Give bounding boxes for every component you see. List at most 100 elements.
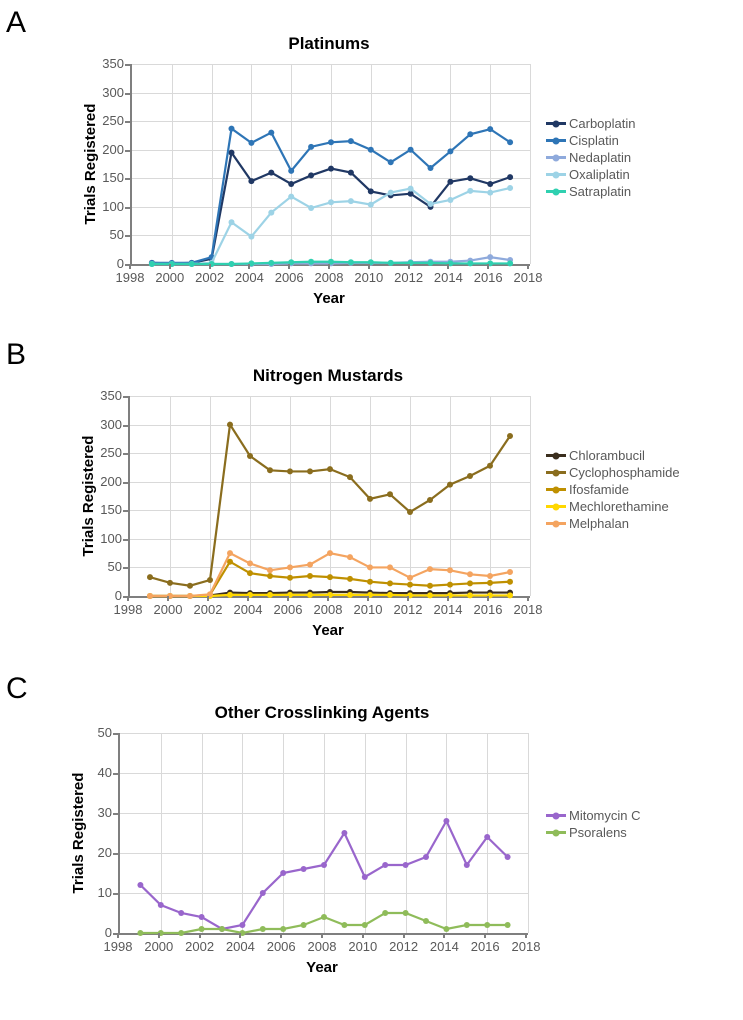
legend-item: Satraplatin bbox=[546, 184, 636, 199]
legend-item: Chlorambucil bbox=[546, 448, 680, 463]
series-marker bbox=[248, 140, 254, 146]
x-tick-mark bbox=[327, 596, 329, 601]
series-marker bbox=[467, 175, 473, 181]
legend-line bbox=[546, 156, 566, 159]
y-tick-label: 50 bbox=[108, 559, 122, 574]
series-marker bbox=[467, 260, 473, 266]
y-tick-label: 300 bbox=[102, 85, 124, 100]
legend-label: Nedaplatin bbox=[569, 150, 631, 165]
series-marker bbox=[248, 178, 254, 184]
legend-marker bbox=[553, 171, 560, 178]
series-marker bbox=[327, 574, 333, 580]
series-marker bbox=[467, 580, 473, 586]
series-marker bbox=[427, 583, 433, 589]
legend-item: Cyclophosphamide bbox=[546, 465, 680, 480]
series-marker bbox=[189, 261, 195, 267]
series-marker bbox=[287, 575, 293, 581]
series-marker bbox=[308, 144, 314, 150]
series-marker bbox=[423, 918, 429, 924]
series-marker bbox=[382, 910, 388, 916]
series-marker bbox=[447, 148, 453, 154]
series-marker bbox=[443, 926, 449, 932]
series-marker bbox=[229, 126, 235, 132]
y-tick-label: 150 bbox=[102, 170, 124, 185]
series-marker bbox=[227, 592, 233, 598]
series-marker bbox=[268, 130, 274, 136]
series-marker bbox=[347, 554, 353, 560]
series-marker bbox=[467, 188, 473, 194]
series-marker bbox=[428, 201, 434, 207]
series-marker bbox=[464, 922, 470, 928]
series-marker bbox=[428, 165, 434, 171]
x-tick-label: 2006 bbox=[267, 939, 296, 954]
series-marker bbox=[362, 922, 368, 928]
legend-marker bbox=[553, 188, 560, 195]
series-marker bbox=[137, 930, 143, 936]
legend-marker bbox=[553, 469, 560, 476]
series-marker bbox=[348, 138, 354, 144]
x-tick-label: 2016 bbox=[474, 602, 503, 617]
series-marker bbox=[347, 576, 353, 582]
panel-letter-C: C bbox=[6, 672, 28, 706]
series-marker bbox=[347, 592, 353, 598]
series-marker bbox=[167, 580, 173, 586]
series-marker bbox=[507, 592, 513, 598]
series-marker bbox=[348, 198, 354, 204]
series-marker bbox=[280, 926, 286, 932]
legend-line bbox=[546, 139, 566, 142]
x-tick-label: 2010 bbox=[354, 602, 383, 617]
y-tick-label: 200 bbox=[100, 474, 122, 489]
series-marker bbox=[280, 870, 286, 876]
series-marker bbox=[362, 874, 368, 880]
x-tick-label: 2008 bbox=[308, 939, 337, 954]
y-tick-mark bbox=[123, 482, 128, 484]
chart-title: Platinums bbox=[130, 34, 528, 54]
series-marker bbox=[137, 882, 143, 888]
y-tick-mark bbox=[125, 235, 130, 237]
series-marker bbox=[428, 260, 434, 266]
series-marker bbox=[321, 862, 327, 868]
x-tick-label: 2012 bbox=[394, 270, 423, 285]
series-marker bbox=[443, 818, 449, 824]
series-marker bbox=[328, 166, 334, 172]
legend-marker bbox=[553, 486, 560, 493]
x-tick-mark bbox=[321, 933, 323, 938]
series-marker bbox=[427, 566, 433, 572]
series-marker bbox=[403, 862, 409, 868]
x-tick-mark bbox=[239, 933, 241, 938]
series-marker bbox=[301, 922, 307, 928]
x-tick-label: 1998 bbox=[114, 602, 143, 617]
series-marker bbox=[288, 194, 294, 200]
series-line bbox=[140, 821, 507, 929]
x-axis-label: Year bbox=[306, 959, 338, 976]
y-tick-label: 200 bbox=[102, 142, 124, 157]
series-marker bbox=[507, 185, 513, 191]
gridline-v bbox=[528, 733, 529, 933]
legend-label: Melphalan bbox=[569, 516, 629, 531]
x-tick-label: 2018 bbox=[512, 939, 541, 954]
legend-A: CarboplatinCisplatinNedaplatinOxaliplati… bbox=[546, 116, 636, 201]
x-tick-mark bbox=[362, 933, 364, 938]
x-tick-label: 2006 bbox=[274, 602, 303, 617]
legend-marker bbox=[553, 503, 560, 510]
x-tick-mark bbox=[328, 264, 330, 269]
y-tick-label: 50 bbox=[98, 725, 112, 740]
series-marker bbox=[484, 834, 490, 840]
series-marker bbox=[447, 582, 453, 588]
x-tick-label: 2010 bbox=[354, 270, 383, 285]
legend-item: Psoralens bbox=[546, 825, 641, 840]
y-tick-mark bbox=[125, 178, 130, 180]
legend-label: Chlorambucil bbox=[569, 448, 645, 463]
y-tick-mark bbox=[123, 539, 128, 541]
series-marker bbox=[368, 202, 374, 208]
y-tick-label: 0 bbox=[115, 588, 122, 603]
legend-B: Chlorambucil Cyclophosphamide Ifosfamide Me… bbox=[546, 448, 680, 533]
series-marker bbox=[260, 890, 266, 896]
series-marker bbox=[368, 147, 374, 153]
y-tick-mark bbox=[113, 733, 118, 735]
x-tick-label: 2016 bbox=[471, 939, 500, 954]
legend-label: Mitomycin C bbox=[569, 808, 641, 823]
x-tick-label: 2012 bbox=[389, 939, 418, 954]
legend-label: Ifosfamide bbox=[569, 482, 629, 497]
y-tick-label: 350 bbox=[102, 56, 124, 71]
